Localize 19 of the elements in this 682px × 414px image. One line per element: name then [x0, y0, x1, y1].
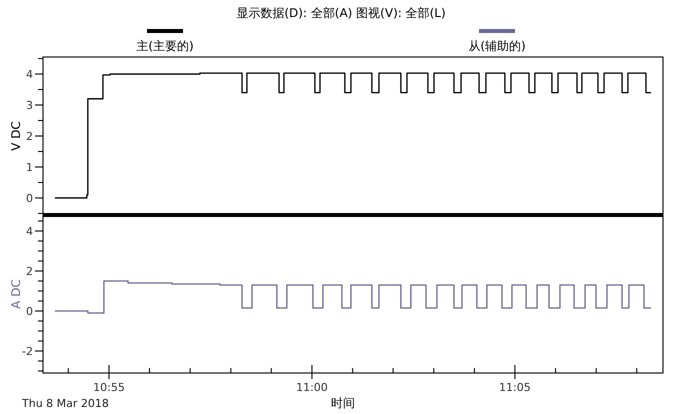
y-tick-label: 2: [26, 130, 33, 143]
x-axis-title: 时间: [331, 396, 355, 410]
y-axis-title: A DC: [9, 279, 23, 309]
legend-label: 主(主要的): [136, 39, 194, 53]
y-axis-title: V DC: [9, 121, 23, 151]
y-tick-label: 4: [26, 225, 33, 238]
y-tick-label: 0: [26, 192, 33, 205]
x-tick-label: 11:00: [296, 381, 328, 394]
chart-title: 显示数据(D): 全部(A) 图视(V): 全部(L): [236, 6, 446, 20]
y-tick-label: 4: [26, 68, 33, 82]
legend-label: 从(辅助的): [468, 39, 526, 53]
y-tick-label: 2: [26, 265, 33, 278]
text: Thu 8 Mar 2018: [21, 397, 109, 410]
y-tick-label: 3: [26, 99, 33, 112]
y-tick-label: -2: [22, 345, 33, 358]
x-tick-label: 11:05: [499, 381, 531, 394]
y-tick-label: 1: [26, 160, 33, 174]
x-tick-label: 10:55: [93, 381, 125, 394]
y-tick-label: 0: [26, 305, 33, 318]
